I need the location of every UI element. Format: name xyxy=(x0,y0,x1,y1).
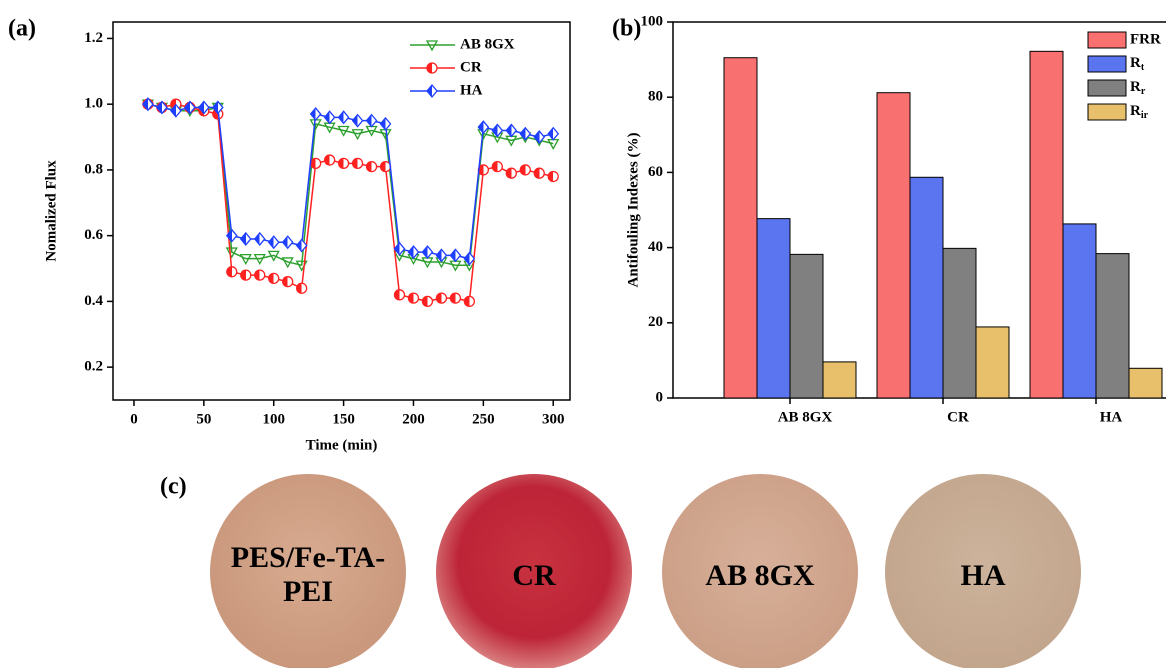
x-tick-label: 250 xyxy=(472,411,495,427)
bar xyxy=(910,177,943,398)
y-tick-label: 1.0 xyxy=(84,96,103,112)
bar xyxy=(877,93,910,398)
point xyxy=(506,124,516,136)
point xyxy=(241,233,251,245)
point xyxy=(408,293,418,303)
point xyxy=(381,118,391,130)
bar xyxy=(724,58,757,398)
point xyxy=(255,233,265,245)
point xyxy=(520,165,530,175)
y-tick-label: 0.8 xyxy=(84,161,103,177)
point xyxy=(255,270,265,280)
point xyxy=(269,236,279,248)
point xyxy=(353,158,363,168)
legend-swatch xyxy=(1088,56,1126,72)
y-tick-label: 0.4 xyxy=(84,293,103,309)
point xyxy=(492,162,502,172)
x-tick-label: CR xyxy=(947,409,969,425)
y-tick-label: 1.2 xyxy=(84,30,103,46)
point xyxy=(534,168,544,178)
y-tick-label: 0.2 xyxy=(84,359,103,375)
bar xyxy=(757,219,790,398)
legend-swatch xyxy=(1088,104,1126,120)
legend-marker xyxy=(427,85,437,97)
x-tick-label: 200 xyxy=(402,411,425,427)
y-axis-title: Nomalized Flux xyxy=(43,160,59,262)
bar xyxy=(943,248,976,398)
point xyxy=(339,158,349,168)
point xyxy=(241,270,251,280)
point xyxy=(297,283,307,293)
point xyxy=(269,273,279,283)
bar xyxy=(976,327,1009,398)
point xyxy=(506,168,516,178)
bar xyxy=(1063,224,1096,398)
y-axis-title: Antifouling Indexes (%) xyxy=(625,132,641,287)
panel-label: (a) xyxy=(8,16,36,42)
x-tick-label: 150 xyxy=(332,411,355,427)
plot-frame xyxy=(113,22,570,400)
point xyxy=(227,267,237,277)
y-tick-label: 60 xyxy=(648,164,663,180)
panel-label: (c) xyxy=(160,474,187,500)
point xyxy=(548,128,558,140)
panel-label: (b) xyxy=(612,16,641,42)
point xyxy=(311,158,321,168)
line xyxy=(148,104,553,265)
point xyxy=(394,290,404,300)
bar xyxy=(1129,368,1162,398)
bar xyxy=(823,362,856,398)
point xyxy=(436,293,446,303)
x-tick-label: 0 xyxy=(130,411,138,427)
y-tick-label: 20 xyxy=(648,314,663,330)
x-tick-label: HA xyxy=(1100,409,1123,425)
photo-label: AB 8GX xyxy=(705,559,815,592)
point xyxy=(283,277,293,287)
point xyxy=(297,240,307,252)
legend-swatch xyxy=(1088,80,1126,96)
point xyxy=(325,155,335,165)
figure: (a) (b) (c) 0501001502002503000.20.40.60… xyxy=(0,0,1167,668)
legend-label: AB 8GX xyxy=(460,36,515,52)
point xyxy=(311,108,321,120)
x-tick-label: 100 xyxy=(262,411,285,427)
y-tick-label: 100 xyxy=(641,13,664,29)
legend-swatch xyxy=(1088,32,1126,48)
bar xyxy=(1096,254,1129,398)
point xyxy=(283,236,293,248)
line xyxy=(148,104,553,258)
y-tick-label: 80 xyxy=(648,89,663,105)
photo-label: CR xyxy=(512,559,556,592)
legend-label: CR xyxy=(460,59,482,75)
x-tick-label: 300 xyxy=(542,411,565,427)
point xyxy=(353,115,363,127)
point xyxy=(422,296,432,306)
bar xyxy=(790,254,823,398)
legend-marker xyxy=(427,63,437,73)
legend-label: FRR xyxy=(1130,31,1161,47)
point xyxy=(381,162,391,172)
x-tick-label: AB 8GX xyxy=(778,409,833,425)
point xyxy=(367,115,377,127)
y-tick-label: 40 xyxy=(648,239,663,255)
y-tick-label: 0 xyxy=(656,389,664,405)
point xyxy=(339,111,349,123)
point xyxy=(548,171,558,181)
x-axis-title: Time (min) xyxy=(306,437,378,453)
photo-label: HA xyxy=(961,559,1006,592)
point xyxy=(422,246,432,258)
y-tick-label: 0.6 xyxy=(84,227,103,243)
point xyxy=(464,296,474,306)
point xyxy=(325,111,335,123)
point xyxy=(367,162,377,172)
x-tick-label: 50 xyxy=(196,411,211,427)
point xyxy=(548,140,558,149)
bar xyxy=(1030,51,1063,398)
point xyxy=(450,293,460,303)
point xyxy=(450,249,460,261)
legend-label: HA xyxy=(460,82,483,98)
